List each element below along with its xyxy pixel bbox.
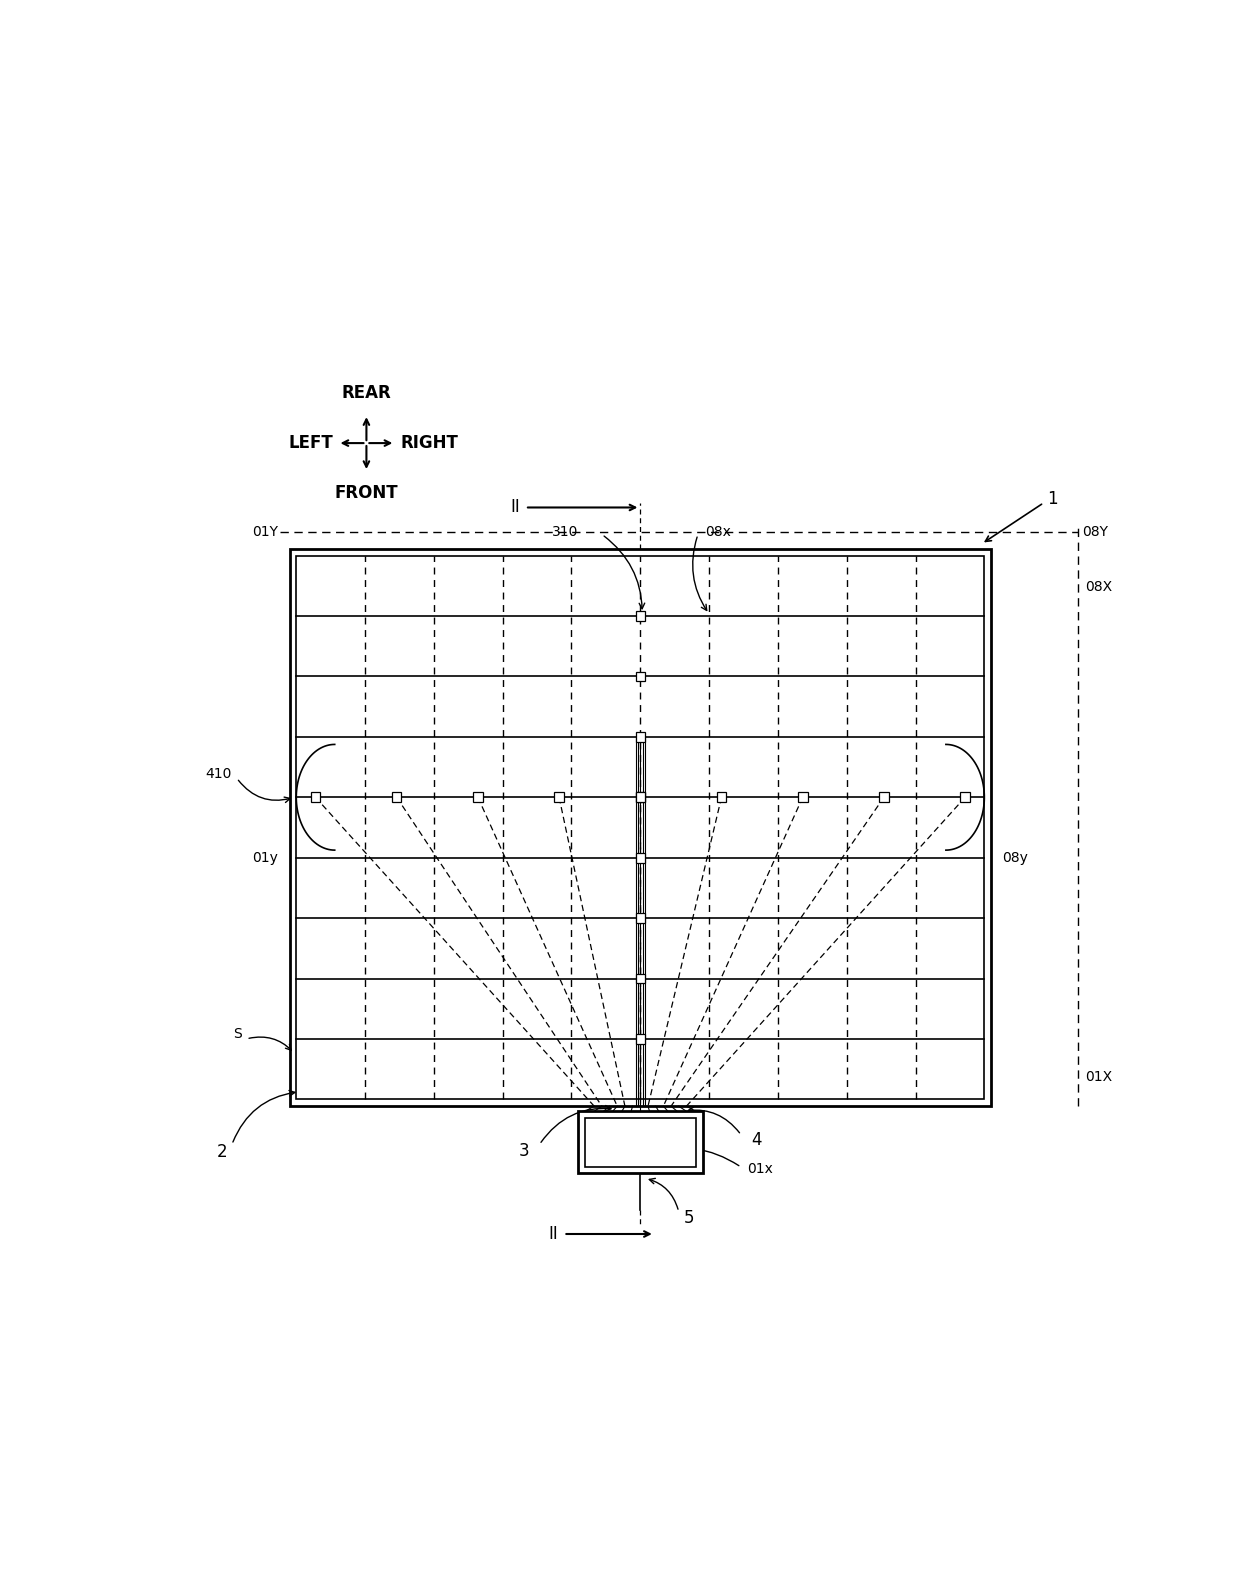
Text: 410: 410 — [206, 767, 232, 781]
Bar — [635, 913, 645, 923]
Bar — [311, 792, 320, 802]
Bar — [392, 792, 402, 802]
Text: 3: 3 — [520, 1143, 529, 1160]
Text: 310: 310 — [552, 525, 578, 539]
Bar — [635, 854, 645, 863]
Text: FRONT: FRONT — [335, 484, 398, 503]
Text: RIGHT: RIGHT — [401, 434, 458, 453]
Bar — [578, 1111, 703, 1173]
Text: 2: 2 — [217, 1143, 227, 1162]
Bar — [635, 612, 645, 621]
Text: 01x: 01x — [746, 1162, 773, 1176]
Bar — [635, 973, 645, 984]
Text: 01X: 01X — [1085, 1071, 1112, 1085]
Bar — [290, 549, 991, 1107]
Bar — [296, 555, 985, 1099]
Text: 01y: 01y — [252, 850, 278, 865]
Bar — [635, 792, 645, 802]
Text: 08y: 08y — [1003, 850, 1028, 865]
Bar — [797, 792, 807, 802]
Bar — [474, 792, 482, 802]
Bar — [635, 733, 645, 742]
Bar — [635, 1034, 645, 1044]
Bar — [960, 792, 970, 802]
Bar — [635, 792, 645, 802]
Bar — [584, 1118, 696, 1166]
Text: 08X: 08X — [1085, 580, 1112, 594]
Text: 1: 1 — [1047, 490, 1058, 508]
Bar — [635, 671, 645, 681]
Text: LEFT: LEFT — [288, 434, 332, 453]
Text: REAR: REAR — [341, 384, 392, 402]
Bar — [717, 792, 727, 802]
Text: 08x: 08x — [704, 525, 730, 539]
Bar — [554, 792, 564, 802]
Text: 01Y: 01Y — [252, 525, 278, 539]
Text: S: S — [233, 1027, 242, 1041]
Bar — [879, 792, 889, 802]
Text: II: II — [549, 1225, 558, 1243]
Text: 5: 5 — [683, 1209, 694, 1226]
Text: 08Y: 08Y — [1083, 525, 1109, 539]
Text: 4: 4 — [751, 1130, 761, 1149]
Text: II: II — [511, 498, 521, 517]
